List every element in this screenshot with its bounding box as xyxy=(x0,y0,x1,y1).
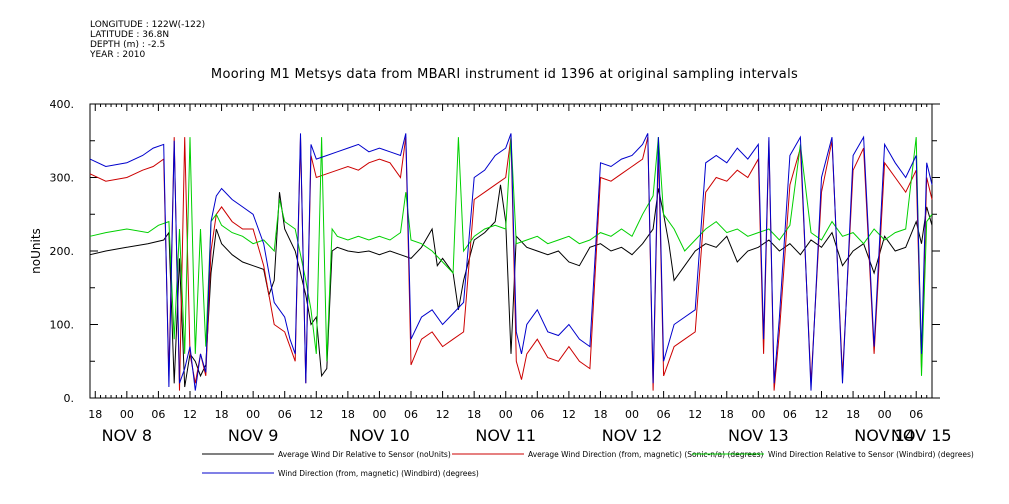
axes-labels: 0. 100. 200. 300. 400. noUnits 18 00 06 12 18 00 06 1… xyxy=(29,98,952,445)
x-tick-label: 12 xyxy=(562,408,576,421)
x-tick-label: 06 xyxy=(657,408,671,421)
x-day-label: NOV 10 xyxy=(349,426,410,445)
x-tick-label: 18 xyxy=(720,408,734,421)
x-tick-label: 06 xyxy=(151,408,165,421)
legend-label-3: Wind Direction Relative to Sensor (Windb… xyxy=(768,450,974,459)
year-text: YEAR : 2010 xyxy=(90,50,146,60)
legend-label-4: Wind Direction (from, magnetic) (Windbir… xyxy=(278,469,479,478)
x-tick-label: 18 xyxy=(846,408,860,421)
x-day-label: NOV 14 xyxy=(854,426,915,445)
latitude-text: LATITUDE : 36.8N xyxy=(90,30,170,40)
x-tick-label: 12 xyxy=(183,408,197,421)
series-lines xyxy=(89,133,933,391)
y-tick-label: 200. xyxy=(50,245,75,258)
x-tick-label: 06 xyxy=(909,408,923,421)
chart-title: Mooring M1 Metsys data from MBARI instru… xyxy=(210,67,799,82)
series-line-2 xyxy=(89,136,933,391)
legend: Average Wind Dir Relative to Sensor (noU… xyxy=(202,450,974,478)
x-day-label: NOV 11 xyxy=(475,426,536,445)
series-line-4 xyxy=(89,133,933,391)
y-tick-label: 400. xyxy=(50,98,75,111)
x-day-label: NOV 13 xyxy=(728,426,789,445)
x-day-label: NOV 15 xyxy=(891,426,952,445)
x-tick-label: 18 xyxy=(341,408,355,421)
x-tick-label: 12 xyxy=(688,408,702,421)
x-tick-label: 00 xyxy=(499,408,513,421)
x-tick-label: 00 xyxy=(625,408,639,421)
series-line-3 xyxy=(89,137,933,376)
x-day-label: NOV 12 xyxy=(602,426,663,445)
x-day-label: NOV 9 xyxy=(228,426,279,445)
x-tick-label: 12 xyxy=(814,408,828,421)
x-tick-label: 00 xyxy=(878,408,892,421)
y-tick-label: 300. xyxy=(50,172,75,185)
x-tick-label: 00 xyxy=(246,408,260,421)
x-tick-label: 18 xyxy=(215,408,229,421)
x-tick-label: 00 xyxy=(751,408,765,421)
x-tick-label: 06 xyxy=(404,408,418,421)
x-tick-label: 18 xyxy=(88,408,102,421)
x-tick-label: 00 xyxy=(120,408,134,421)
x-tick-label: 06 xyxy=(783,408,797,421)
x-tick-label: 18 xyxy=(593,408,607,421)
x-day-label: NOV 8 xyxy=(102,426,153,445)
x-tick-label: 12 xyxy=(436,408,450,421)
y-tick-label: 0. xyxy=(64,392,75,405)
depth-text: DEPTH (m) : -2.5 xyxy=(90,40,166,50)
x-tick-label: 06 xyxy=(278,408,292,421)
x-tick-label: 00 xyxy=(372,408,386,421)
metadata-block: LONGITUDE : 122W(-122) LATITUDE : 36.8N … xyxy=(90,20,205,60)
y-tick-label: 100. xyxy=(50,319,75,332)
x-tick-label: 18 xyxy=(467,408,481,421)
plot-frame xyxy=(89,103,940,399)
x-tick-label: 12 xyxy=(309,408,323,421)
y-axis-label: noUnits xyxy=(29,228,43,274)
legend-label-2: Average Wind Direction (from, magnetic) … xyxy=(528,450,764,459)
x-tick-label: 06 xyxy=(530,408,544,421)
longitude-text: LONGITUDE : 122W(-122) xyxy=(90,20,206,30)
legend-label-1: Average Wind Dir Relative to Sensor (noU… xyxy=(278,450,451,459)
